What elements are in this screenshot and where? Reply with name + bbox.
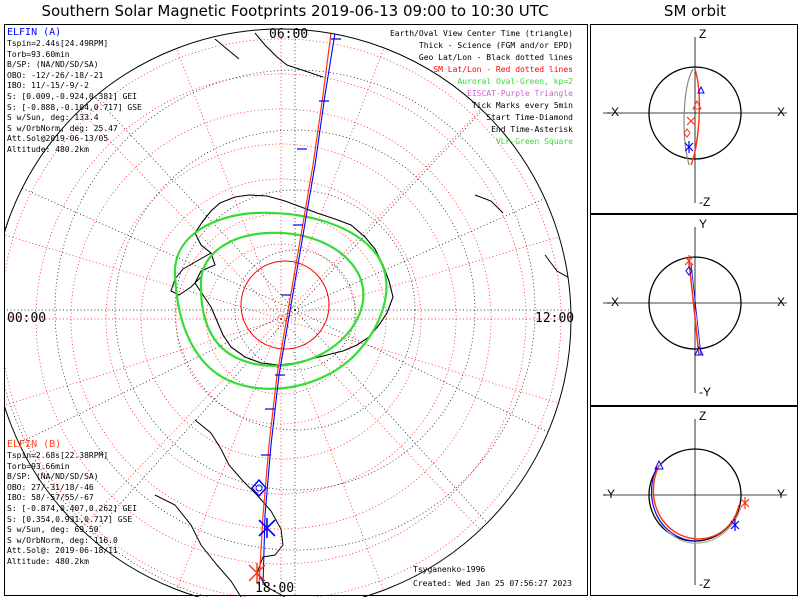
elfin-b-info-line: Att.Sol@: 2019-06-18/11	[7, 546, 118, 556]
sm-xy-top: Y	[699, 217, 708, 231]
elfin-a-info-line: Altitude: 480.2km	[7, 144, 89, 154]
sm-plot-xy	[603, 227, 787, 393]
elfin-b-track	[258, 32, 332, 586]
auroral-oval-outer	[173, 211, 388, 390]
elfin-a-info-line: OBO: -12/-26/-18/-21	[7, 70, 104, 80]
elfin-a-info-line: IBO: 11/-15/-9/-2	[7, 81, 89, 91]
footprint-map	[5, 28, 572, 597]
legend-entry: EISCAT-Purple Triangle	[467, 89, 573, 98]
elfin-a-name: ELFIN (A)	[7, 27, 62, 38]
sm-xz-left: -X	[607, 105, 619, 119]
legend-entry: Auroral Oval-Green, kp=2	[457, 77, 573, 86]
elfin-b-info-line: IBO: 58/-57/55/-67	[7, 493, 94, 503]
elfin-b-end-asterisk	[248, 563, 266, 583]
elfin-a-info-line: Torb=93.60min	[7, 49, 70, 59]
peninsula	[170, 252, 212, 296]
elfin-b-info-line: S w/Sun, deg: 69.50	[7, 525, 99, 535]
elfin-b-info-line: Torb=93.66min	[7, 461, 70, 471]
elfin-b-info-line: OBO: 27/-31/18/-46	[7, 482, 94, 492]
sm-inner-circle	[240, 260, 330, 350]
elfin-a-info-line: Tspin=2.44s[24.49RPM]	[7, 39, 109, 48]
elfin-b-info: ELFIN (B) Tspin=2.68s[22.38RPM] Torb=93.6…	[7, 439, 137, 568]
elfin-a-info-line: S w/Sun, deg: 133.4	[7, 113, 99, 123]
antarctica-coastline	[194, 194, 394, 366]
sm-xy-left: -X	[607, 295, 619, 309]
sm-panel-xz: Z -Z -X X	[590, 24, 798, 214]
sm-plot-xz	[603, 37, 787, 203]
sm-yz-left: -Y	[603, 487, 615, 501]
sm-yz-top: Z	[699, 409, 707, 423]
sm-xy-right: X	[777, 295, 786, 309]
legend: Earth/Oval View Center Time (triangle) Th…	[313, 29, 573, 159]
map-boundary	[5, 28, 572, 597]
elfin-a-ticks	[261, 38, 341, 456]
legend-entry: Tick Marks every 5min	[471, 101, 573, 110]
legend-entry: Start Time-Diamond	[486, 113, 573, 122]
australia-coastline	[474, 194, 571, 284]
sm-xz-bottom: -Z	[699, 195, 711, 209]
elfin-b-info-line: S: [0.354,0.931,0.717] GSE	[7, 514, 133, 524]
south-america-coastline	[154, 419, 286, 597]
legend-entry: VLF-Green Square	[495, 137, 573, 146]
sm-orbit-title: SM orbit	[663, 2, 727, 20]
footprint-map-panel: 06:00 00:00 12:00 18:00 Earth/Oval View …	[4, 24, 588, 597]
plot-title: Southern Solar Magnetic Footprints 2019-…	[41, 2, 549, 20]
elfin-a-info-line: S w/OrbNorm, deg: 25.47	[7, 123, 118, 133]
legend-entry: Earth/Oval View Center Time (triangle)	[389, 29, 573, 38]
model-credit: Tsyganenko-1996	[413, 565, 486, 574]
sm-panel-yz: Z -Z -Y Y	[590, 406, 798, 596]
start-time-diamond	[251, 478, 267, 498]
elfin-a-end-asterisk	[258, 518, 276, 538]
legend-entry: Geo Lat/Lon - Black dotted lines	[418, 53, 573, 62]
sm-panel-xy: Y -Y -X X	[590, 214, 798, 406]
hour-label-right: 12:00	[535, 311, 575, 326]
elfin-a-info-line: Att.Sol@2019-06-13/05	[7, 134, 109, 144]
africa-coastline	[214, 32, 324, 78]
elfin-b-info-line: Altitude: 480.2km	[7, 556, 89, 566]
sm-xz-top: Z	[699, 27, 707, 41]
elfin-a-info-line: S: [-0.888,-0.104,0.717] GSE	[7, 102, 142, 112]
legend-entry: Thick - Science (FGM and/or EPD)	[418, 41, 573, 50]
sm-yz-bottom: -Z	[699, 577, 711, 591]
elfin-a-info-line: S: [0.009,-0.924,0.381] GEI	[7, 91, 138, 101]
elfin-a-info: ELFIN (A) Tspin=2.44s[24.49RPM] Torb=93.6…	[7, 27, 142, 156]
hour-label-bottom: 18:00	[255, 581, 295, 596]
legend-entry: End Time-Asterisk	[491, 125, 573, 134]
created-timestamp: Created: Wed Jan 25 07:56:27 2023	[413, 579, 572, 588]
auroral-oval-inner	[199, 231, 365, 367]
elfin-b-info-line: S: [-0.874,0.407,0.262] GEI	[7, 503, 138, 513]
elfin-b-info-line: S w/OrbNorm, deg: 116.0	[7, 535, 118, 545]
sm-yz-right: Y	[777, 487, 786, 501]
elfin-b-name: ELFIN (B)	[7, 439, 62, 450]
sm-xz-right: X	[777, 105, 786, 119]
elfin-a-track	[262, 32, 336, 586]
elfin-a-info-line: B/SP: (NA/ND/SD/SA)	[7, 60, 99, 70]
elfin-b-info-line: B/SP: (NA/ND/SD/SA)	[7, 472, 99, 482]
sm-xy-bottom: -Y	[699, 385, 711, 399]
hour-label-top: 06:00	[269, 27, 309, 42]
sm-grid	[5, 29, 571, 597]
sm-plot-yz	[603, 419, 787, 585]
hour-label-left: 00:00	[7, 311, 47, 326]
elfin-b-info-line: Tspin=2.68s[22.38RPM]	[7, 451, 109, 460]
legend-entry: SM Lat/Lon - Red dotted lines	[433, 65, 573, 74]
